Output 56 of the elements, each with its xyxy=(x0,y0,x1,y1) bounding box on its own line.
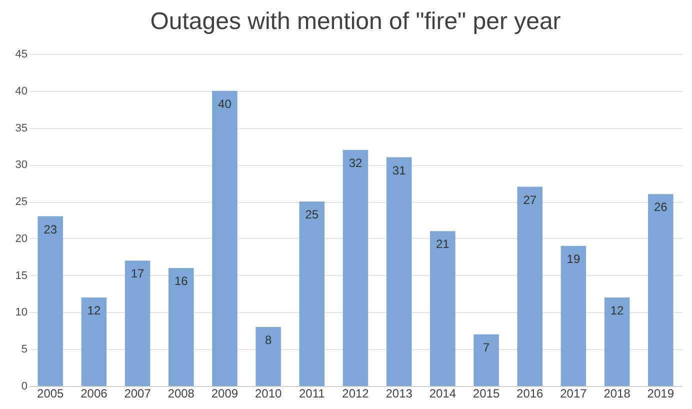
data-label: 40 xyxy=(218,96,232,111)
data-label: 32 xyxy=(348,156,362,170)
data-label: 26 xyxy=(654,200,668,214)
bar xyxy=(212,90,238,386)
data-label: 23 xyxy=(44,222,58,236)
bar xyxy=(474,334,499,386)
x-tick-label: 2006 xyxy=(80,386,108,400)
y-tick-label: 15 xyxy=(15,270,28,282)
y-tick-label: 25 xyxy=(15,196,28,208)
x-tick-label: 2014 xyxy=(429,386,456,400)
x-tick-label: 2016 xyxy=(516,386,544,400)
x-tick-label: 2011 xyxy=(299,386,326,400)
x-tick-label: 2005 xyxy=(37,386,64,400)
y-tick-label: 40 xyxy=(15,85,28,98)
x-tick-label: 2012 xyxy=(342,386,370,400)
data-label: 8 xyxy=(264,332,272,347)
bar xyxy=(517,186,543,386)
y-tick-label: 0 xyxy=(21,380,28,392)
x-tick-label: 2013 xyxy=(386,386,413,400)
bar xyxy=(256,326,281,386)
y-tick-label: 30 xyxy=(15,159,28,172)
data-label: 19 xyxy=(566,252,580,266)
data-label: 21 xyxy=(436,237,450,252)
bar xyxy=(386,157,412,386)
y-tick-label: 10 xyxy=(15,306,28,319)
data-label: 7 xyxy=(482,340,490,354)
bar xyxy=(38,216,63,386)
data-label: 25 xyxy=(305,208,319,222)
data-label: 27 xyxy=(523,192,537,207)
bar xyxy=(560,246,586,386)
bar xyxy=(168,268,194,386)
bar xyxy=(604,297,630,386)
y-tick-label: 45 xyxy=(15,48,28,60)
bar xyxy=(299,202,325,386)
x-tick-label: 2019 xyxy=(647,386,674,400)
data-label: 12 xyxy=(87,303,101,318)
x-tick-label: 2008 xyxy=(168,386,195,400)
y-tick-label: 20 xyxy=(15,232,28,245)
data-label: 16 xyxy=(174,274,188,288)
chart-title: Outages with mention of "fire" per year xyxy=(150,8,561,35)
y-tick-label: 5 xyxy=(21,344,28,356)
data-label: 17 xyxy=(130,266,145,281)
x-tick-label: 2018 xyxy=(604,386,631,400)
bar xyxy=(430,231,456,386)
bar xyxy=(124,260,150,386)
x-tick-label: 2007 xyxy=(124,386,152,400)
bar xyxy=(342,150,368,386)
data-label: 12 xyxy=(610,303,624,318)
x-tick-label: 2015 xyxy=(472,386,500,400)
x-tick-label: 2009 xyxy=(211,386,238,400)
bar xyxy=(648,194,674,386)
bar xyxy=(81,297,107,386)
x-tick-label: 2017 xyxy=(560,386,588,400)
data-label: 31 xyxy=(392,163,406,178)
x-tick-label: 2010 xyxy=(254,386,282,400)
y-tick-label: 35 xyxy=(15,122,28,134)
